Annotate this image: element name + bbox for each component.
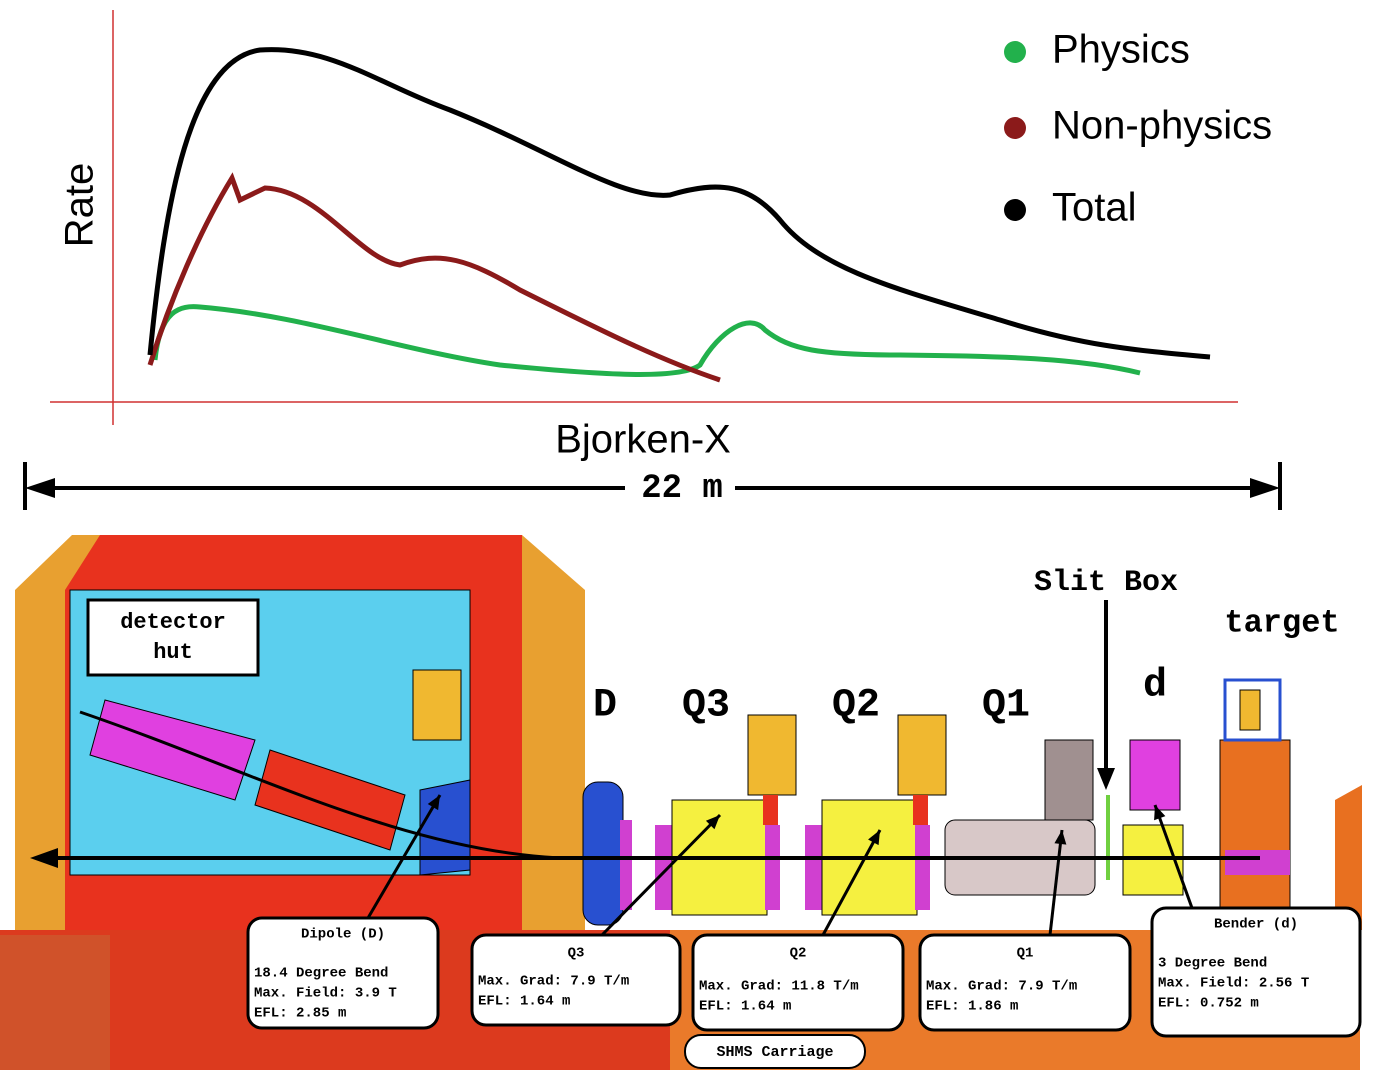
figure: Rate Bjorken-X Physics Non-physics Total 2… xyxy=(0,0,1378,1075)
stem xyxy=(763,795,778,825)
legend-dot xyxy=(1004,41,1026,63)
callout-line: Max. Grad: 11.8 T/m xyxy=(699,979,859,995)
legend-label: Physics xyxy=(1052,28,1190,72)
callout-line: EFL: 1.86 m xyxy=(926,999,1018,1015)
callout-line: Max. Grad: 7.9 T/m xyxy=(926,979,1077,995)
coil xyxy=(898,715,946,795)
stem xyxy=(913,795,928,825)
dipole xyxy=(583,782,623,925)
dimension-label: 22 m xyxy=(641,470,723,508)
slit xyxy=(1106,795,1110,880)
arrowhead xyxy=(1250,478,1280,498)
legend-dot xyxy=(1004,117,1026,139)
magnet-label: d xyxy=(1143,664,1167,709)
flange xyxy=(915,825,930,910)
callout-line: Max. Field: 2.56 T xyxy=(1158,976,1309,992)
dipole-part xyxy=(420,780,470,875)
slit-label: Slit Box xyxy=(1034,566,1178,600)
target-part xyxy=(1225,850,1290,875)
carriage-label: SHMS Carriage xyxy=(716,1044,833,1061)
callout-title: Q2 xyxy=(790,946,807,962)
magnet-label: Q3 xyxy=(682,684,730,729)
callout-title: Q1 xyxy=(1017,946,1034,962)
magnet-label: D xyxy=(593,684,617,729)
coil xyxy=(748,715,796,795)
floor-block xyxy=(0,935,110,1070)
callout-line: 18.4 Degree Bend xyxy=(254,966,388,982)
target-part xyxy=(1240,690,1260,730)
magnet-label: Q2 xyxy=(832,684,880,729)
bender xyxy=(1130,740,1180,810)
legend: Physics Non-physics Total xyxy=(1004,28,1272,230)
coil xyxy=(413,670,461,740)
callout-line: EFL: 1.64 m xyxy=(699,999,791,1015)
callout-title: Q3 xyxy=(568,946,585,962)
callout-line: Max. Field: 3.9 T xyxy=(254,986,397,1002)
target-label: target xyxy=(1224,604,1339,641)
magnet-label: Q1 xyxy=(982,684,1030,729)
arrowhead xyxy=(1097,768,1115,790)
curve xyxy=(150,178,720,380)
callout-line: EFL: 2.85 m xyxy=(254,1006,346,1022)
magnet-labels: D Q3 Q2 Q1 d xyxy=(593,664,1167,729)
callout-title: Dipole (D) xyxy=(301,927,385,943)
callout-line: 3 Degree Bend xyxy=(1158,956,1267,972)
y-label: Rate xyxy=(58,163,102,248)
hut-label: detector xyxy=(120,610,226,635)
callout-line: EFL: 1.64 m xyxy=(478,994,570,1010)
x-label: Bjorken-X xyxy=(555,418,731,462)
callout-line: Max. Grad: 7.9 T/m xyxy=(478,974,629,990)
flange xyxy=(620,820,632,910)
legend-label: Total xyxy=(1052,186,1137,230)
legend-label: Non-physics xyxy=(1052,104,1272,148)
arrowhead xyxy=(25,478,55,498)
callout-line: EFL: 0.752 m xyxy=(1158,996,1259,1012)
page: Rate Bjorken-X Physics Non-physics Total 2… xyxy=(0,0,1378,1075)
flange xyxy=(765,825,780,910)
target xyxy=(1220,740,1290,930)
hut-label: hut xyxy=(153,640,193,665)
callout-title: Bender (d) xyxy=(1214,917,1298,933)
legend-dot xyxy=(1004,199,1026,221)
q1-top xyxy=(1045,740,1093,820)
